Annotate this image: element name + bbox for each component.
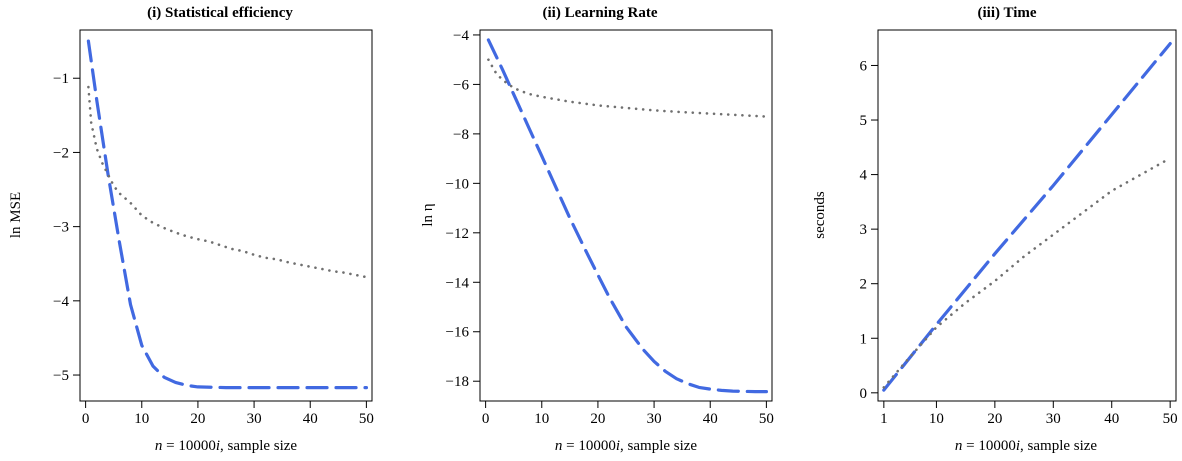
x-tick-label: 20 [987, 411, 1002, 427]
y-tick-label: −4 [453, 28, 469, 44]
panel-learning-rate: (ii) Learning Rate 0 10 20 30 40 50 −18 −16 −14… [420, 5, 774, 454]
x-axis-label: n = 10000i, sample size [555, 438, 698, 454]
y-tick-label: −8 [453, 127, 469, 143]
y-tick-label: −4 [53, 294, 69, 310]
y-tick-label: −3 [53, 220, 69, 236]
x-tick-label: 30 [1046, 411, 1061, 427]
x-tick-label: 50 [359, 411, 374, 427]
x-tick-label: 30 [647, 411, 662, 427]
series-line-dotted [882, 156, 1172, 389]
x-ticks: 0 10 20 30 40 50 [82, 401, 374, 427]
y-ticks: −18 −16 −14 −12 −10 −8 −6 −4 [446, 28, 480, 390]
panel-title: (i) Statistical efficiency [147, 5, 293, 21]
x-ticks: 1 10 20 30 40 50 [880, 401, 1178, 427]
series-lines [86, 39, 368, 390]
x-ticks: 0 10 20 30 40 50 [482, 401, 774, 427]
y-axis-label: seconds [812, 191, 828, 239]
panel-statistical-efficiency: (i) Statistical efficiency 0 10 20 30 40 50 −… [8, 5, 374, 454]
x-tick-label: 40 [703, 411, 718, 427]
x-tick-label: 20 [590, 411, 605, 427]
y-tick-label: −2 [53, 145, 69, 161]
plot-frame [479, 29, 773, 402]
x-tick-label: 0 [482, 411, 490, 427]
x-tick-label: 50 [759, 411, 774, 427]
x-tick-label: 10 [929, 411, 944, 427]
series-line-dashed [882, 41, 1172, 392]
x-tick-label: 0 [82, 411, 90, 427]
y-tick-label: −18 [446, 374, 469, 390]
x-tick-label: 10 [534, 411, 549, 427]
y-tick-label: −14 [446, 275, 470, 291]
y-tick-label: 1 [860, 331, 868, 347]
y-tick-label: 5 [860, 113, 868, 129]
y-axis-label: ln η [420, 203, 436, 226]
plot-frame [79, 29, 373, 402]
y-tick-label: 0 [860, 386, 868, 402]
panel-title: (iii) Time [977, 5, 1036, 21]
y-tick-label: 6 [860, 58, 868, 74]
x-axis-label: n = 10000i, sample size [955, 438, 1098, 454]
y-axis-label: ln MSE [8, 192, 24, 238]
y-ticks: −5 −4 −3 −2 −1 [53, 71, 80, 384]
series-line-dotted [87, 85, 368, 279]
x-tick-label: 50 [1163, 411, 1178, 427]
y-tick-label: 2 [860, 277, 868, 293]
y-ticks: 0 1 2 3 4 5 6 [860, 58, 878, 402]
series-line-dotted [487, 58, 768, 118]
x-tick-label: 1 [880, 411, 888, 427]
plot-frame [877, 29, 1177, 402]
series-lines [882, 41, 1172, 392]
x-tick-label: 10 [134, 411, 149, 427]
x-axis-label: n = 10000i, sample size [155, 438, 298, 454]
x-tick-label: 30 [247, 411, 262, 427]
y-tick-label: −10 [446, 176, 469, 192]
panel-title: (ii) Learning Rate [543, 5, 658, 21]
y-tick-label: −5 [53, 368, 69, 384]
x-tick-label: 40 [1104, 411, 1119, 427]
y-tick-label: −12 [446, 226, 469, 242]
series-line-dashed [486, 38, 769, 394]
y-tick-label: −6 [453, 77, 469, 93]
series-line-dashed [86, 39, 368, 390]
y-tick-label: −16 [446, 325, 470, 341]
y-tick-label: 3 [860, 222, 868, 238]
y-tick-label: 4 [860, 168, 868, 184]
x-tick-label: 20 [190, 411, 205, 427]
series-lines [486, 38, 769, 394]
x-tick-label: 40 [303, 411, 318, 427]
y-tick-label: −1 [53, 71, 69, 87]
